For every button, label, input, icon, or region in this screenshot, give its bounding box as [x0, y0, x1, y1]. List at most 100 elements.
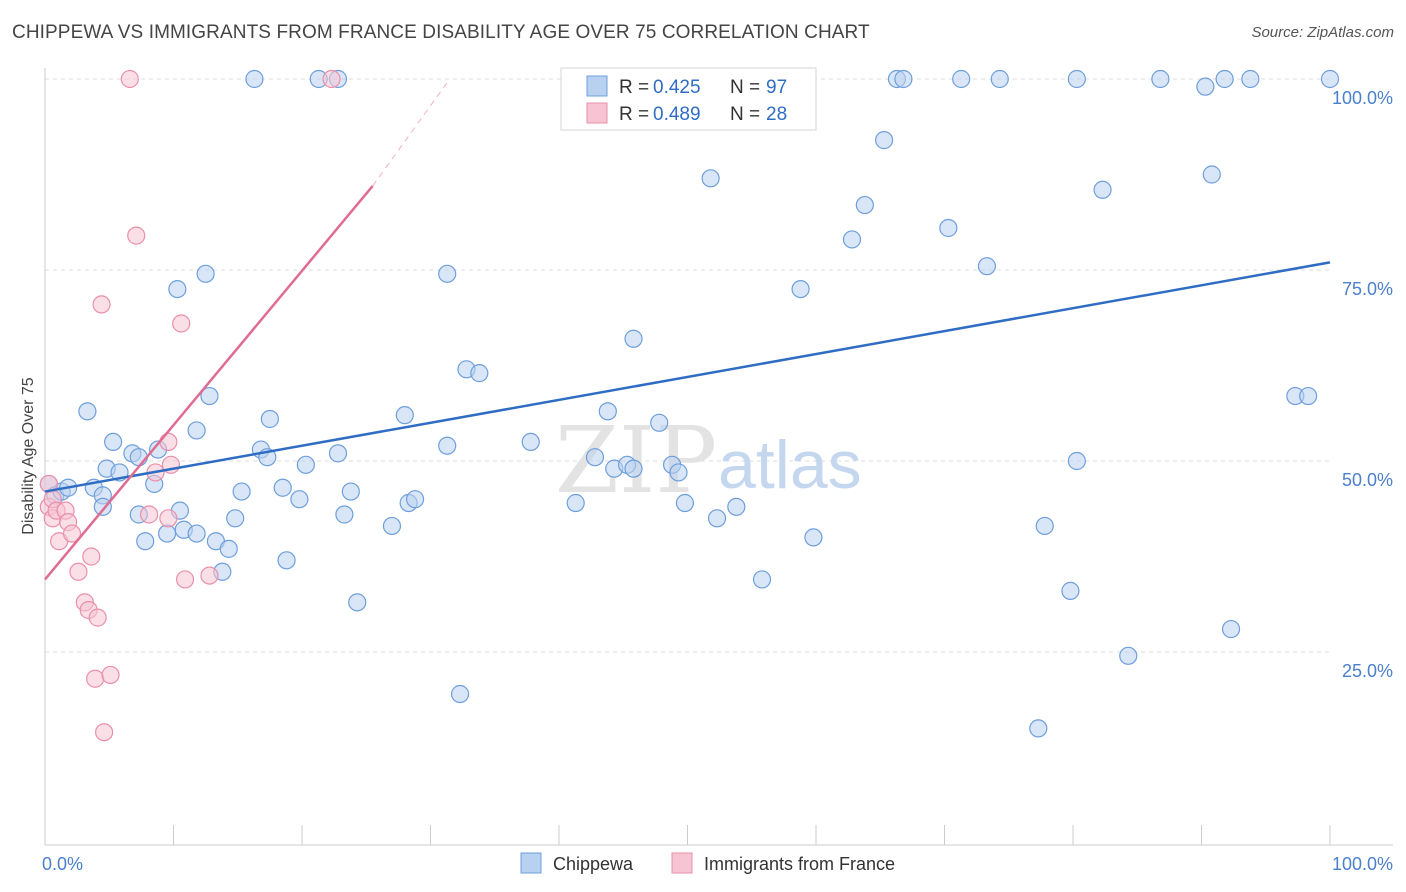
bottom-legend-swatch-chippewa — [520, 852, 542, 874]
chippewa-point-43 — [348, 593, 367, 612]
chippewa-point-52 — [470, 364, 489, 383]
chippewa-point-22 — [187, 421, 206, 440]
chippewa-point-37 — [296, 455, 315, 474]
chippewa-point-48 — [438, 436, 457, 455]
legend-n-label-2: N = — [730, 104, 760, 125]
top-legend: R = 0.425 N = 97 R = 0.489 N = 28 — [560, 67, 817, 131]
chippewa-point-66 — [707, 509, 727, 528]
chippewa-point-42 — [341, 482, 360, 501]
chippewa-point-50 — [450, 684, 470, 704]
chippewa-point-88 — [1196, 77, 1215, 96]
france-point-8 — [62, 524, 82, 543]
chippewa-point-84 — [1067, 451, 1086, 471]
chippewa-point-91 — [1221, 619, 1241, 639]
chippewa-point-60 — [624, 329, 643, 348]
france-point-25 — [172, 314, 191, 333]
chippewa-point-65 — [701, 169, 720, 188]
france-point-18 — [120, 69, 139, 89]
chippewa-point-73 — [875, 131, 894, 150]
chippewa-point-44 — [382, 516, 402, 536]
chippewa-point-45 — [395, 406, 414, 425]
france-point-15 — [92, 295, 111, 314]
legend-r-value-france: 0.489 — [653, 104, 701, 125]
chippewa-point-79 — [990, 69, 1009, 89]
source-label: Source: ZipAtlas.com — [1251, 24, 1394, 41]
chippewa-point-28 — [226, 509, 245, 528]
chippewa-point-89 — [1202, 165, 1221, 184]
legend-swatch-france — [586, 102, 608, 124]
chippewa-point-29 — [232, 482, 251, 501]
legend-n-value-france: 28 — [766, 104, 787, 125]
chart-title: CHIPPEWA VS IMMIGRANTS FROM FRANCE DISAB… — [12, 22, 870, 43]
france-point-22 — [159, 509, 178, 528]
chippewa-point-8 — [93, 497, 112, 516]
chippewa-point-21 — [187, 524, 206, 543]
chippewa-point-78 — [977, 257, 997, 276]
chippewa-point-83 — [1067, 69, 1086, 89]
y-tick-label-3: 100.0% — [1332, 88, 1393, 108]
chippewa-point-68 — [752, 570, 772, 589]
chippewa-point-64 — [675, 493, 695, 513]
chippewa-point-9 — [104, 432, 123, 451]
series-france-points — [39, 69, 341, 742]
france-point-12 — [82, 547, 101, 566]
chippewa-point-54 — [566, 493, 585, 513]
chippewa-point-30 — [245, 69, 264, 89]
chippewa-point-53 — [521, 432, 540, 451]
trend-line-france — [44, 185, 374, 581]
france-point-13 — [86, 669, 105, 688]
chippewa-point-24 — [200, 386, 219, 406]
chippewa-point-23 — [196, 264, 215, 283]
chippewa-point-67 — [727, 497, 746, 516]
chippewa-point-59 — [624, 459, 643, 478]
chippewa-point-76 — [939, 218, 958, 238]
legend-swatch-chippewa — [586, 75, 608, 97]
chippewa-point-86 — [1119, 646, 1138, 665]
chippewa-point-55 — [585, 448, 605, 467]
chippewa-point-34 — [273, 478, 292, 497]
axes — [44, 68, 1393, 846]
chippewa-point-61 — [650, 413, 669, 432]
chippewa-point-39 — [328, 444, 348, 463]
x-tick-label-0: 0.0% — [42, 854, 83, 874]
grid-lines — [45, 78, 1330, 653]
france-point-27 — [200, 566, 219, 585]
chippewa-point-27 — [219, 539, 238, 558]
bottom-legend-france: Immigrants from France — [704, 854, 895, 874]
chippewa-point-69 — [791, 280, 810, 299]
chippewa-point-47 — [405, 490, 425, 509]
chippewa-point-87 — [1151, 69, 1170, 89]
legend-n-label: N = — [730, 77, 760, 98]
france-point-17 — [101, 665, 120, 685]
chippewa-point-90 — [1215, 69, 1234, 89]
france-point-20 — [139, 505, 159, 524]
chippewa-point-95 — [1320, 69, 1340, 89]
chippewa-point-18 — [168, 280, 187, 299]
chippewa-point-72 — [855, 195, 874, 215]
watermark-atlas: atlas — [718, 427, 862, 503]
chippewa-point-77 — [952, 69, 971, 89]
chippewa-point-56 — [598, 402, 617, 421]
chippewa-point-14 — [136, 532, 155, 551]
x-tick-label-1: 100.0% — [1332, 854, 1393, 874]
chippewa-point-49 — [438, 264, 457, 283]
france-point-23 — [159, 432, 178, 451]
france-point-14 — [88, 608, 107, 627]
y-axis-label: Disability Age Over 75 — [20, 377, 37, 535]
france-point-16 — [95, 723, 114, 742]
chippewa-point-36 — [290, 490, 309, 509]
tick-labels: 25.0% 50.0% 75.0% 100.0% 0.0% 100.0% — [42, 88, 1393, 874]
legend-r-value-chippewa: 0.425 — [653, 77, 701, 98]
chippewa-point-80 — [1029, 719, 1048, 738]
chippewa-point-35 — [277, 551, 296, 570]
series-chippewa-points — [39, 69, 1340, 738]
chippewa-point-70 — [804, 528, 823, 547]
y-tick-label-0: 25.0% — [1342, 661, 1393, 681]
chippewa-point-94 — [1299, 386, 1318, 406]
chippewa-point-33 — [260, 409, 279, 429]
france-point-19 — [127, 226, 146, 245]
legend-n-value-chippewa: 97 — [766, 77, 787, 98]
france-point-28 — [322, 69, 341, 89]
chippewa-point-17 — [157, 524, 177, 543]
